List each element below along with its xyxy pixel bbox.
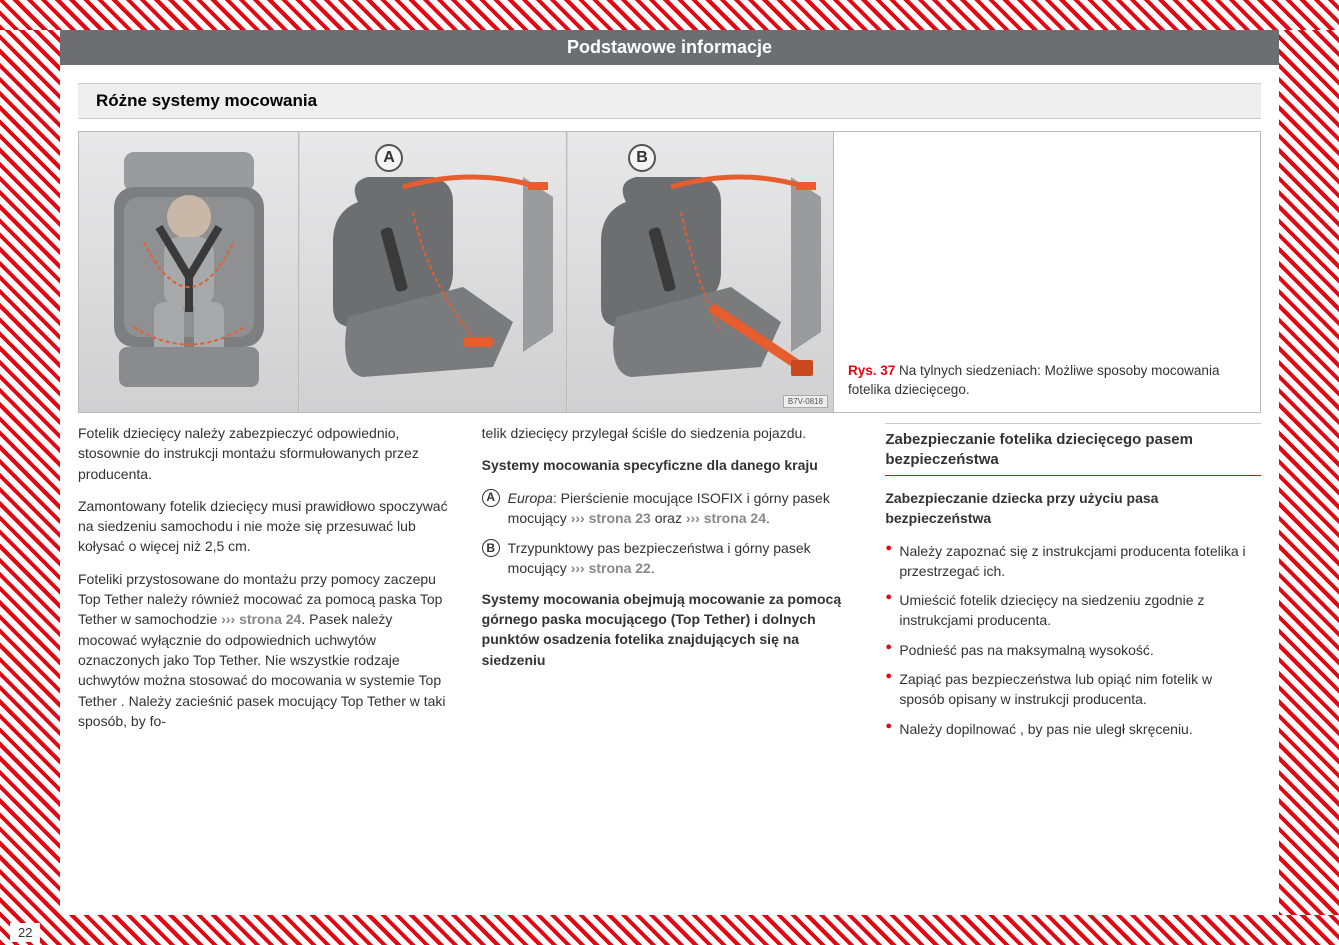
option-b: B Trzypunktowy pas bezpieczeństwa i górn… — [482, 538, 858, 579]
col3-heading: Zabezpieczanie fotelika dziecięcego pase… — [885, 423, 1261, 476]
isofix-seat-svg — [308, 152, 558, 402]
option-a-t3: . — [766, 510, 770, 526]
option-a: A Europa: Pierścienie mocujące ISOFIX i … — [482, 488, 858, 529]
col1-p2: Zamontowany fotelik dziecięcy musi prawi… — [78, 496, 454, 557]
section-title: Różne systemy mocowania — [78, 83, 1261, 119]
page-number: 22 — [10, 923, 40, 942]
option-b-text: Trzypunktowy pas bezpieczeństwa i górny … — [508, 538, 858, 579]
bullet-item: Należy dopilnować , by pas nie uległ skr… — [885, 719, 1261, 739]
page-reference: strona 24 — [239, 611, 301, 627]
page-reference: strona 23 — [589, 510, 651, 526]
border-hatching-right — [1279, 0, 1339, 945]
chevron-icon: ››› — [686, 510, 704, 526]
chevron-icon: ››› — [221, 611, 239, 627]
figure-ref-number: Rys. 37 — [848, 363, 895, 378]
page-content: Podstawowe informacje Różne systemy moco… — [60, 30, 1279, 915]
option-a-text: Europa: Pierścienie mocujące ISOFIX i gó… — [508, 488, 858, 529]
option-b-t1: Trzypunktowy pas bezpieczeństwa i górny … — [508, 540, 811, 576]
illustration-panel-child — [79, 132, 299, 412]
bullet-item: Należy zapoznać się z instrukcjami produ… — [885, 541, 1261, 582]
image-code: B7V-0818 — [783, 395, 828, 408]
bullet-item: Zapiąć pas bezpieczeństwa lub opiąć nim … — [885, 669, 1261, 710]
column-1: Fotelik dziecięcy należy zabezpieczyć od… — [78, 423, 454, 748]
col2-subheading: Systemy mocowania specyficzne dla danego… — [482, 455, 858, 475]
border-hatching-bottom — [0, 915, 1339, 945]
col1-p3-text2: . Pasek należy mocować wyłącznie do odpo… — [78, 611, 446, 728]
header-bar: Podstawowe informacje — [60, 30, 1279, 65]
option-a-letter: A — [482, 489, 500, 507]
page-reference: strona 24 — [704, 510, 766, 526]
option-b-t2: . — [651, 560, 655, 576]
illustration-panel-a: A — [300, 132, 567, 412]
option-b-letter: B — [482, 539, 500, 557]
text-columns: Fotelik dziecięcy należy zabezpieczyć od… — [78, 423, 1261, 748]
figure-caption: Rys. 37 Na tylnych siedzeniach: Możliwe … — [834, 132, 1260, 412]
illustration-panel-b: B B7V-0818 — [568, 132, 834, 412]
bullet-item: Podnieść pas na maksymalną wysokość. — [885, 640, 1261, 660]
bullet-list: Należy zapoznać się z instrukcjami produ… — [885, 541, 1261, 739]
border-hatching-left — [0, 0, 60, 945]
column-3: Zabezpieczanie fotelika dziecięcego pase… — [885, 423, 1261, 748]
col1-p1: Fotelik dziecięcy należy zabezpieczyć od… — [78, 423, 454, 484]
col1-p3: Foteliki przystosowane do montażu przy p… — [78, 569, 454, 731]
col2-p1: telik dziecięcy przylegał ściśle do sied… — [482, 423, 858, 443]
col2-bold-paragraph: Systemy mocowania obejmują mocowanie za … — [482, 589, 858, 670]
col3-subheading: Zabezpieczanie dziecka przy użyciu pasa … — [885, 488, 1261, 529]
column-2: telik dziecięcy przylegał ściśle do sied… — [482, 423, 858, 748]
chevron-icon: ››› — [571, 560, 589, 576]
option-a-t2: oraz — [651, 510, 686, 526]
bullet-item: Umieścić fotelik dziecięcy na siedzeniu … — [885, 590, 1261, 631]
belt-seat-svg — [576, 152, 826, 402]
page-reference: strona 22 — [589, 560, 651, 576]
figure-container: A B — [78, 131, 1261, 413]
border-hatching-top — [0, 0, 1339, 30]
child-seat-svg — [89, 132, 289, 402]
chevron-icon: ››› — [571, 510, 589, 526]
figure-caption-text: Na tylnych siedzeniach: Możliwe sposoby … — [848, 363, 1219, 397]
option-a-region: Europa — [508, 490, 553, 506]
figure-illustration: A B — [79, 132, 834, 412]
